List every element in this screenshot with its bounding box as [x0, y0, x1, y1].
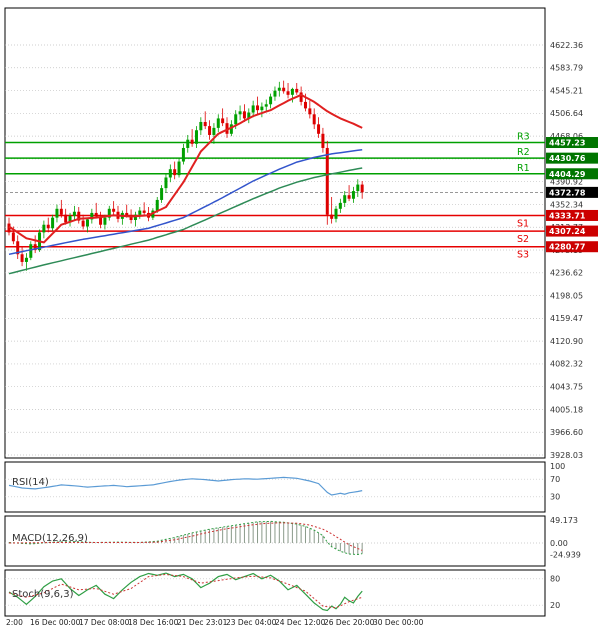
- svg-text:4372.78: 4372.78: [549, 188, 586, 197]
- svg-text:4043.75: 4043.75: [550, 382, 583, 391]
- svg-text:23 Dec 04:00: 23 Dec 04:00: [226, 618, 277, 627]
- price-label-s3: [546, 241, 598, 253]
- svg-text:21 Dec 23:01: 21 Dec 23:01: [177, 618, 228, 627]
- macd-signal-line: [9, 522, 363, 551]
- price-label-r3: [546, 137, 598, 149]
- svg-text:S1: S1: [517, 218, 529, 229]
- svg-text:30: 30: [550, 493, 560, 502]
- svg-text:49.173: 49.173: [550, 516, 578, 525]
- macd-line: [8, 520, 363, 556]
- svg-text:S2: S2: [517, 234, 529, 245]
- rsi-line: [8, 476, 363, 496]
- stoch-k-line: [8, 572, 363, 612]
- svg-text:4159.47: 4159.47: [550, 314, 583, 323]
- svg-text:4198.05: 4198.05: [550, 291, 583, 300]
- svg-text:4390.92: 4390.92: [550, 177, 583, 186]
- svg-text:4352.34: 4352.34: [550, 200, 583, 209]
- svg-text:100: 100: [550, 462, 565, 471]
- rsi-label: RSI(14): [12, 477, 49, 488]
- svg-text:4082.32: 4082.32: [550, 360, 583, 369]
- ma-green: [8, 167, 363, 275]
- svg-text:0.00: 0.00: [550, 539, 568, 548]
- svg-text:R3: R3: [517, 132, 530, 143]
- svg-text:4120.90: 4120.90: [550, 337, 583, 346]
- svg-text:80: 80: [550, 575, 560, 584]
- svg-text:4468.06: 4468.06: [550, 132, 583, 141]
- svg-text:20: 20: [550, 601, 560, 610]
- svg-text:4457.23: 4457.23: [549, 139, 585, 148]
- svg-text:-24.939: -24.939: [550, 550, 581, 559]
- price-label-s1: [546, 209, 598, 221]
- svg-text:26 Dec 20:00: 26 Dec 20:00: [324, 618, 375, 627]
- stoch-d-line: [8, 573, 363, 609]
- svg-text:18 Dec 16:00: 18 Dec 16:00: [128, 618, 179, 627]
- svg-text:3966.60: 3966.60: [550, 428, 583, 437]
- svg-text:4280.77: 4280.77: [549, 243, 585, 252]
- macd-panel: 49.173 0.00 -24.939: [5, 516, 581, 559]
- svg-text:4307.24: 4307.24: [549, 227, 586, 236]
- macd-label: MACD(12,26,9): [12, 533, 88, 544]
- svg-text:30 Dec 00:00: 30 Dec 00:00: [373, 618, 424, 627]
- candles: [7, 80, 364, 271]
- svg-text:4005.18: 4005.18: [550, 405, 583, 414]
- price-label-s2: [546, 225, 598, 237]
- svg-text:4404.29: 4404.29: [549, 170, 586, 179]
- price-axis-boxes: 4457.23 4430.76 4404.29 4333.71 4307.24 4280.…: [546, 137, 598, 253]
- svg-text:R2: R2: [517, 147, 530, 158]
- rsi-panel: 100 70 30: [5, 462, 565, 502]
- svg-text:4236.62: 4236.62: [550, 269, 583, 278]
- svg-text:70: 70: [550, 475, 560, 484]
- svg-text:4545.21: 4545.21: [550, 86, 583, 95]
- stoch-label: Stoch(9,6,3): [12, 589, 74, 600]
- svg-text:17 Dec 08:00: 17 Dec 08:00: [79, 618, 130, 627]
- price-label-r1: [546, 168, 598, 180]
- stoch-panel: 80 20: [5, 572, 560, 612]
- price-label-current: [546, 186, 598, 198]
- svg-text:S3: S3: [517, 250, 529, 261]
- svg-text:4583.79: 4583.79: [550, 64, 583, 73]
- svg-text:4430.76: 4430.76: [549, 154, 586, 163]
- svg-text:4506.64: 4506.64: [550, 109, 583, 118]
- moving-averages: [8, 93, 363, 275]
- svg-text:16 Dec 00:00: 16 Dec 00:00: [30, 618, 81, 627]
- svg-text:R1: R1: [517, 163, 530, 174]
- price-label-r2: [546, 152, 598, 164]
- svg-text:4622.36: 4622.36: [550, 41, 583, 50]
- svg-text:4333.71: 4333.71: [549, 211, 586, 220]
- ma-red: [8, 93, 363, 244]
- svg-text:2:00: 2:00: [6, 618, 23, 627]
- svg-text:24 Dec 12:00: 24 Dec 12:00: [275, 618, 326, 627]
- svg-text:3928.03: 3928.03: [550, 451, 583, 460]
- ma-blue: [8, 148, 363, 256]
